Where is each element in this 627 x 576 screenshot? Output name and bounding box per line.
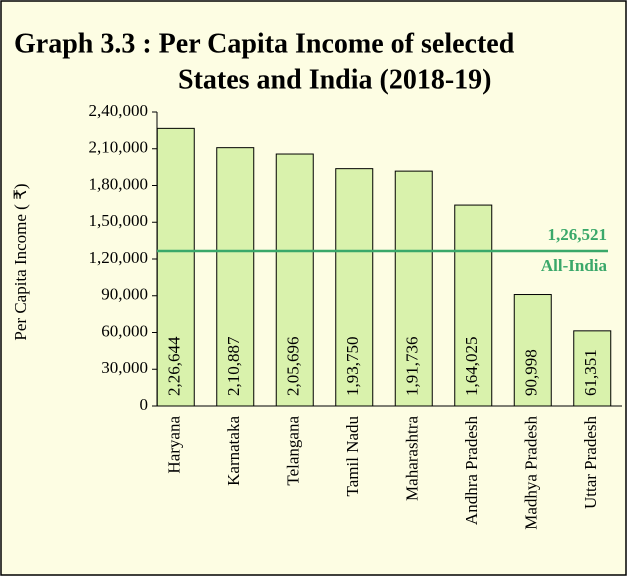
y-tick-label: 60,000 xyxy=(101,321,148,340)
bar xyxy=(454,204,493,407)
value-label: 2,10,887 xyxy=(224,336,243,396)
y-tick-label: 0 xyxy=(140,395,149,414)
value-label: 1,93,750 xyxy=(343,337,362,397)
reference-value-label: 1,26,521 xyxy=(548,225,608,244)
x-tick-label: Telangana xyxy=(284,416,303,486)
y-tick-label: 30,000 xyxy=(101,358,148,377)
x-tick-label: Karnataka xyxy=(224,416,243,486)
value-label: 2,26,644 xyxy=(165,336,184,396)
y-tick-label: 90,000 xyxy=(101,285,148,304)
x-tick-label: Maharashtra xyxy=(403,416,422,501)
chart-title: States and India (2018-19) xyxy=(178,64,491,95)
reference-name-label: All-India xyxy=(541,256,608,275)
value-label: 61,351 xyxy=(581,349,600,396)
y-axis-label: Per Capita Income ( ₹) xyxy=(11,183,30,340)
x-tick-label: Tamil Nadu xyxy=(343,416,362,497)
value-label: 1,91,736 xyxy=(403,337,422,397)
x-tick-label: Uttar Pradesh xyxy=(581,416,600,510)
x-tick-label: Haryana xyxy=(165,416,184,474)
x-tick-label: Andhra Pradesh xyxy=(462,416,481,526)
y-tick-label: 1,20,000 xyxy=(89,248,149,267)
chart-title: Graph 3.3 : Per Capita Income of selecte… xyxy=(14,28,515,59)
value-label: 90,998 xyxy=(522,349,541,396)
y-tick-label: 2,40,000 xyxy=(89,101,149,120)
bar xyxy=(573,330,612,407)
value-label: 1,64,025 xyxy=(462,337,481,397)
bar xyxy=(335,168,374,407)
bar xyxy=(275,153,314,407)
value-label: 2,05,696 xyxy=(284,337,303,397)
y-tick-label: 1,80,000 xyxy=(89,174,149,193)
x-tick-label: Madhya Pradesh xyxy=(522,416,541,530)
y-tick-label: 2,10,000 xyxy=(89,138,149,157)
bar xyxy=(394,170,433,407)
bar xyxy=(156,127,195,407)
y-tick-label: 1,50,000 xyxy=(89,211,149,230)
bar xyxy=(513,294,552,407)
